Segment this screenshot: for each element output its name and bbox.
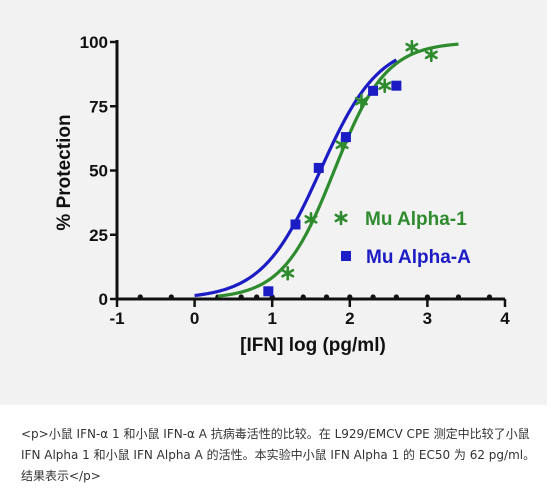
baseline-marker [254,294,260,300]
asterisk-stroke [304,215,318,224]
fit-curve-mu-alpha-1 [217,42,459,298]
y-tick-label: 25 [89,226,108,245]
data-point-mu-alpha-a [263,286,274,297]
legend: Mu Alpha-1 Mu Alpha-A [334,209,471,268]
data-point-mu-alpha-a [290,219,301,230]
figure-panel: 0 25 50 75 100 -1 0 1 2 3 4 [IFN] log (pg/ml)% Prot… [0,0,547,405]
x-tick-label: 0 [190,309,199,328]
y-tick-label: 50 [89,162,108,181]
y-tick-label: 75 [89,97,108,116]
baseline-marker [424,294,430,300]
data-point-mu-alpha-1 [405,39,419,55]
data-point-mu-alpha-a [340,132,351,143]
y-tick-label: 0 [99,290,108,309]
y-axis-label: % Protection [54,114,75,230]
data-point-mu-alpha-a [313,162,324,173]
x-tick-label: -1 [109,309,124,328]
x-tick-label: 3 [423,309,432,328]
data-point-mu-alpha-1 [281,265,295,281]
data-point-mu-alpha-1 [304,212,318,227]
data-point-mu-alpha-a [391,80,402,91]
baseline-marker [168,294,174,300]
asterisk-stroke [405,42,419,52]
asterisk-stroke [378,81,392,90]
baseline-marker [370,294,376,300]
data-point-mu-alpha-1 [424,47,438,63]
x-tick-label: 1 [267,309,276,328]
baseline-marker [393,294,399,300]
legend-label-mu-alpha-a: Mu Alpha-A [366,247,471,268]
baseline-marker [347,294,353,300]
baseline-marker [137,294,143,300]
asterisk-stroke [334,213,348,223]
x-tick-label: 2 [345,309,354,328]
data-points [263,39,438,297]
data-point-mu-alpha-a [368,85,379,96]
baseline-marker [486,294,493,300]
y-tick-label: 100 [80,33,108,52]
legend-label-mu-alpha-1: Mu Alpha-1 [365,209,467,230]
baseline-marker [300,294,306,300]
x-axis-label: [IFN] log (pg/ml) [240,335,386,356]
asterisk-stroke [354,96,368,106]
asterisk-stroke [335,140,349,150]
legend-marker-mu-alpha-1 [334,210,348,226]
x-tick-label: 4 [500,309,510,328]
data-point-mu-alpha-1 [378,78,392,93]
baseline-marker [455,294,462,300]
data-point-mu-alpha-1 [354,93,368,109]
figure-caption: <p>小鼠 IFN-α 1 和小鼠 IFN-α A 抗病毒活性的比较。在 L92… [21,427,536,483]
baseline-marker [238,294,244,300]
asterisk-stroke [424,50,438,60]
legend-marker-mu-alpha-a [341,251,351,261]
baseline-marker [323,294,330,300]
asterisk-stroke [281,268,295,278]
